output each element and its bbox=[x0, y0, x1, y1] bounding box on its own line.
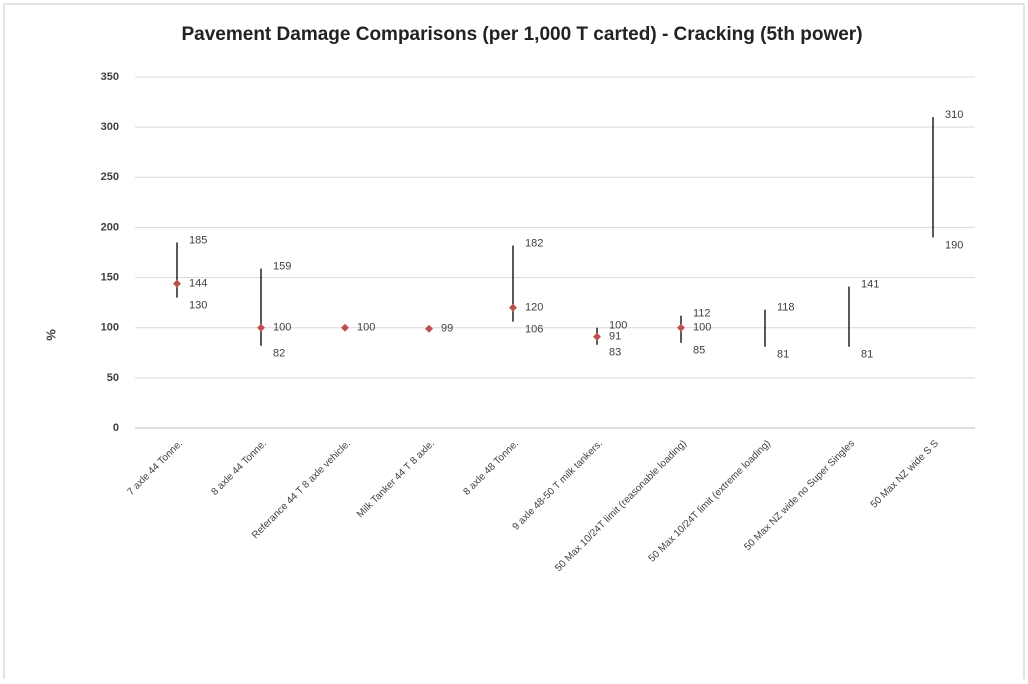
y-axis-label: % bbox=[43, 329, 58, 341]
value-label: 112 bbox=[693, 308, 711, 320]
point bbox=[173, 279, 181, 288]
value-label: 159 bbox=[273, 260, 291, 272]
x-tick-label: 9 axle 48-50 T milk tankers. bbox=[511, 438, 605, 532]
value-label: 85 bbox=[693, 345, 705, 357]
y-tick-label: 200 bbox=[101, 221, 119, 233]
x-tick-label: Referance 44 T 8 axle vehicle. bbox=[250, 438, 353, 541]
value-label: 83 bbox=[609, 347, 621, 359]
value-label: 81 bbox=[861, 349, 873, 361]
y-tick-label: 350 bbox=[101, 71, 119, 83]
x-tick-label: 8 axle 44 Tonne. bbox=[209, 438, 269, 498]
value-label: 130 bbox=[189, 300, 207, 312]
value-label: 310 bbox=[945, 109, 963, 121]
value-label: 91 bbox=[609, 331, 621, 343]
value-label: 182 bbox=[525, 237, 543, 249]
point bbox=[677, 323, 685, 332]
point bbox=[341, 323, 349, 332]
y-tick-label: 150 bbox=[101, 271, 119, 283]
value-label: 185 bbox=[189, 234, 207, 246]
chart-frame bbox=[3, 3, 1025, 684]
y-tick-label: 50 bbox=[107, 372, 119, 384]
y-tick-label: 300 bbox=[101, 121, 119, 133]
point bbox=[509, 303, 517, 312]
y-tick-label: 0 bbox=[113, 422, 119, 434]
x-tick-label: 7 axle 44 Tonne. bbox=[125, 438, 185, 498]
point bbox=[425, 324, 433, 333]
y-tick-label: 100 bbox=[101, 322, 119, 334]
value-label: 106 bbox=[525, 324, 543, 336]
value-label: 82 bbox=[273, 348, 285, 360]
point bbox=[257, 323, 265, 332]
value-label: 100 bbox=[609, 320, 627, 332]
x-tick-label: 50 Max 10/24T limit (reasonable loading) bbox=[553, 438, 689, 574]
value-label: 81 bbox=[777, 349, 789, 361]
value-label: 141 bbox=[861, 279, 879, 291]
x-tick-label: 50 Max NZ wide S S bbox=[869, 438, 941, 510]
value-label: 100 bbox=[693, 322, 711, 334]
y-tick-label: 250 bbox=[101, 171, 119, 183]
value-label: 118 bbox=[777, 302, 795, 314]
x-tick-label: 8 axle 48 Tonne. bbox=[461, 438, 521, 498]
value-label: 190 bbox=[945, 239, 963, 251]
x-tick-label: Milk Tanker 44 T 8 axle. bbox=[355, 438, 437, 520]
value-label: 99 bbox=[441, 323, 453, 335]
value-label: 120 bbox=[525, 302, 543, 314]
chart-title: Pavement Damage Comparisons (per 1,000 T… bbox=[181, 24, 862, 45]
value-label: 100 bbox=[357, 322, 375, 334]
value-label: 100 bbox=[273, 322, 291, 334]
value-label: 144 bbox=[189, 277, 207, 289]
point bbox=[593, 332, 601, 341]
